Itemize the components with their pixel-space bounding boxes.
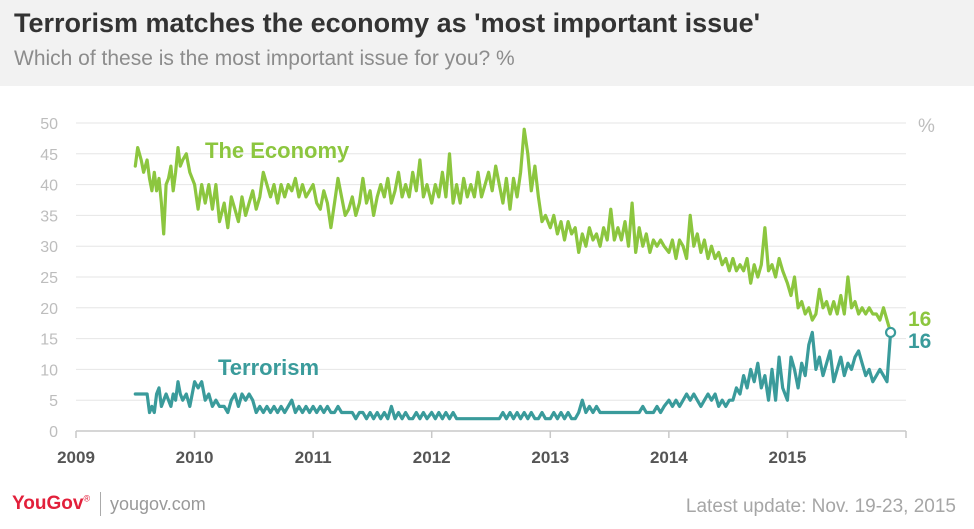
y-tick-label-0: 0 bbox=[49, 424, 58, 441]
x-tick-label-2015: 2015 bbox=[769, 448, 807, 467]
y-tick-label-45: 45 bbox=[40, 147, 58, 164]
end-label-economy: 16 bbox=[908, 308, 931, 331]
series-line-terrorism bbox=[133, 330, 893, 421]
y-unit-label: % bbox=[918, 116, 935, 137]
chart-title: Terrorism matches the economy as 'most i… bbox=[14, 8, 761, 38]
brand-name: YouGov bbox=[12, 493, 84, 514]
end-label-terrorism: 16 bbox=[908, 330, 931, 353]
footer-divider bbox=[100, 492, 101, 516]
footer-url-link[interactable]: yougov.com bbox=[110, 494, 206, 514]
y-tick-label-15: 15 bbox=[40, 332, 58, 349]
end-point-marker bbox=[884, 326, 897, 339]
chart-header: Terrorism matches the economy as 'most i… bbox=[0, 0, 974, 86]
chart-subtitle: Which of these is the most important iss… bbox=[14, 47, 515, 70]
latest-update-note: Latest update: Nov. 19-23, 2015 bbox=[685, 496, 956, 517]
y-tick-label-20: 20 bbox=[40, 301, 58, 318]
y-tick-label-35: 35 bbox=[40, 208, 58, 225]
x-tick-label-2012: 2012 bbox=[413, 448, 451, 467]
y-tick-label-25: 25 bbox=[40, 270, 58, 287]
y-tick-label-50: 50 bbox=[40, 116, 58, 133]
x-tick-label-2009: 2009 bbox=[57, 448, 95, 467]
x-tick-label-2013: 2013 bbox=[531, 448, 569, 467]
y-tick-label-30: 30 bbox=[40, 239, 58, 256]
y-tick-label-40: 40 bbox=[40, 178, 58, 195]
series-line-economy bbox=[133, 127, 893, 334]
series-label-terrorism: Terrorism bbox=[218, 355, 319, 380]
y-tick-label-10: 10 bbox=[40, 362, 58, 379]
x-tick-label-2011: 2011 bbox=[295, 448, 332, 467]
series-label-economy: The Economy bbox=[205, 138, 350, 163]
x-tick-label-2010: 2010 bbox=[176, 448, 214, 467]
x-tick-label-2014: 2014 bbox=[650, 448, 688, 467]
y-tick-label-5: 5 bbox=[49, 393, 58, 410]
yougov-logo[interactable]: YouGov® bbox=[12, 493, 91, 514]
